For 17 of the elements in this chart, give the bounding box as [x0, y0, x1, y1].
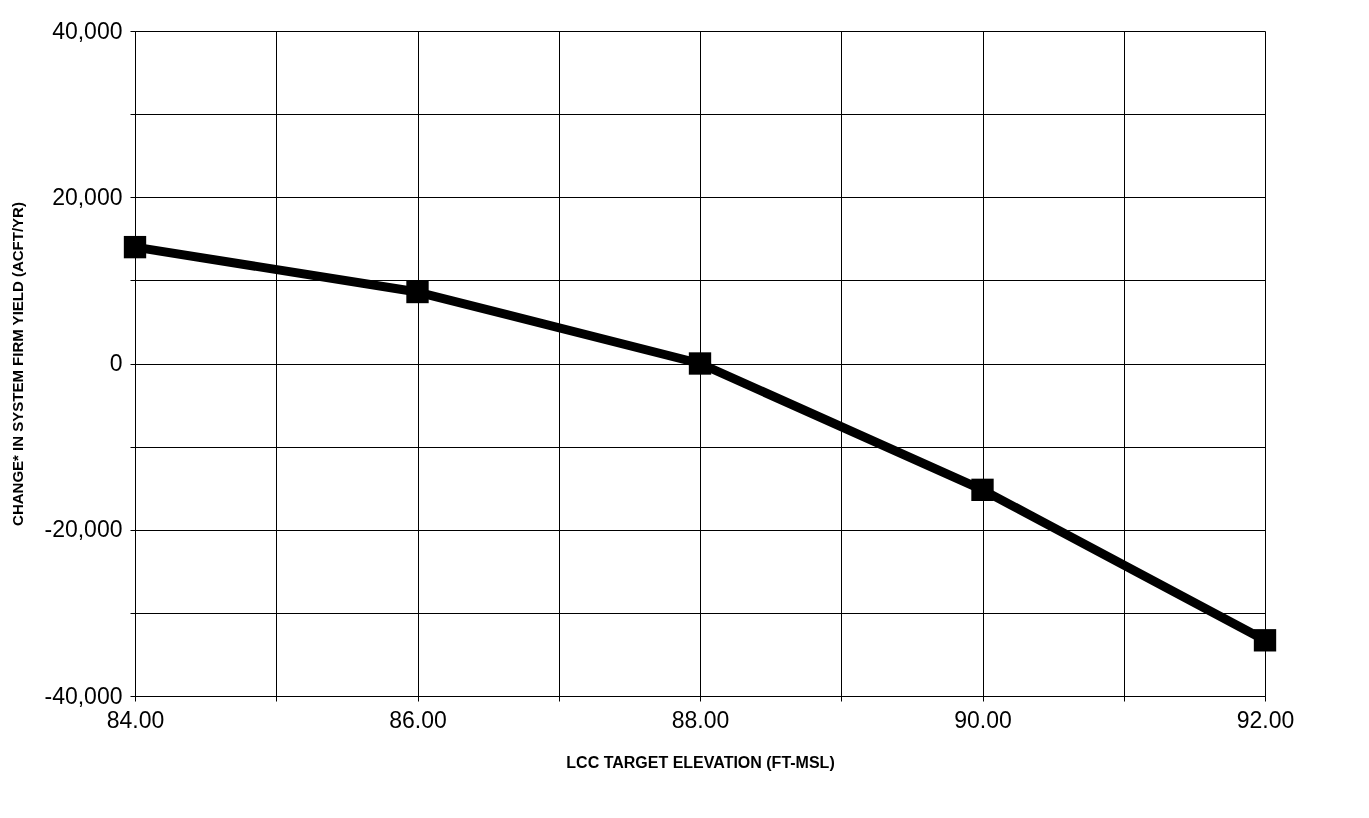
- y-axis-title: CHANGE* IN SYSTEM FIRM YIELD (ACFT/YR): [9, 202, 27, 526]
- x-tick-label: 86.00: [389, 706, 447, 733]
- point: [1253, 629, 1277, 652]
- y-tick-label: -20,000: [44, 516, 123, 543]
- x-tick-label: 90.00: [954, 706, 1012, 733]
- point: [123, 235, 147, 259]
- y-tick-label: -40,000: [44, 682, 123, 709]
- point: [688, 352, 712, 375]
- x-tick-label: 84.00: [106, 706, 165, 733]
- point: [406, 280, 429, 304]
- y-tick-label: 40,000: [52, 17, 123, 44]
- y-tick-label: 20,000: [52, 183, 123, 210]
- x-axis-title: LCC TARGET ELEVATION (FT-MSL): [566, 753, 835, 771]
- y-tick-label: 0: [109, 350, 123, 376]
- x-tick-label: 92.00: [1236, 706, 1295, 733]
- point: [971, 478, 994, 502]
- x-tick-label: 88.00: [671, 706, 730, 733]
